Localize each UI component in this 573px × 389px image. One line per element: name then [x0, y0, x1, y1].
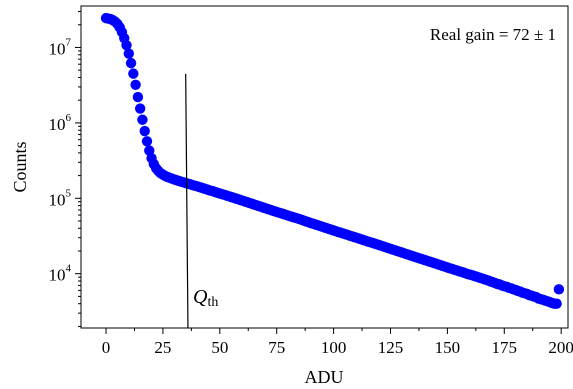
x-tick-label: 50: [211, 338, 228, 357]
data-point: [553, 284, 565, 295]
threshold-label: Qth: [193, 286, 218, 310]
y-tick-label: 106: [49, 112, 72, 134]
x-tick-label: 75: [268, 338, 285, 357]
y-tick-labels: 104 105 106 107: [49, 36, 72, 284]
threshold-label-q: Q: [193, 286, 208, 308]
x-tick-labels: 0 25 50 75 100 125 150 175 200: [102, 338, 573, 357]
y-ticks: [75, 10, 81, 327]
x-tick-label: 0: [102, 338, 111, 357]
y-tick-label: 104: [49, 263, 72, 285]
data-point: [132, 91, 144, 103]
plot-area: [75, 5, 569, 334]
data-point: [130, 79, 141, 90]
threshold-label-subscript: th: [207, 295, 218, 310]
data-point: [139, 125, 150, 137]
data-point: [134, 103, 146, 114]
threshold-line: [185, 73, 189, 329]
x-tick-label: 150: [435, 338, 461, 357]
gain-annotation: Real gain = 72 ± 1: [430, 25, 556, 44]
data-point: [125, 57, 137, 69]
data-point: [141, 136, 153, 147]
x-tick-label: 125: [378, 338, 404, 357]
y-tick-label: 107: [49, 36, 72, 58]
data-point: [551, 298, 562, 309]
x-tick-label: 175: [492, 338, 518, 357]
x-tick-label: 200: [548, 338, 573, 357]
y-tick-label: 105: [49, 187, 72, 209]
data-point: [128, 68, 139, 79]
x-tick-label: 25: [154, 338, 171, 357]
data-points: [100, 12, 565, 309]
data-point: [123, 48, 134, 59]
data-point: [137, 114, 148, 125]
x-axis-title: ADU: [305, 367, 344, 387]
data-point: [121, 40, 132, 51]
y-axis-title: Counts: [10, 141, 30, 192]
x-ticks: [105, 328, 562, 334]
plot-frame: [80, 5, 569, 329]
x-tick-label: 100: [321, 338, 347, 357]
